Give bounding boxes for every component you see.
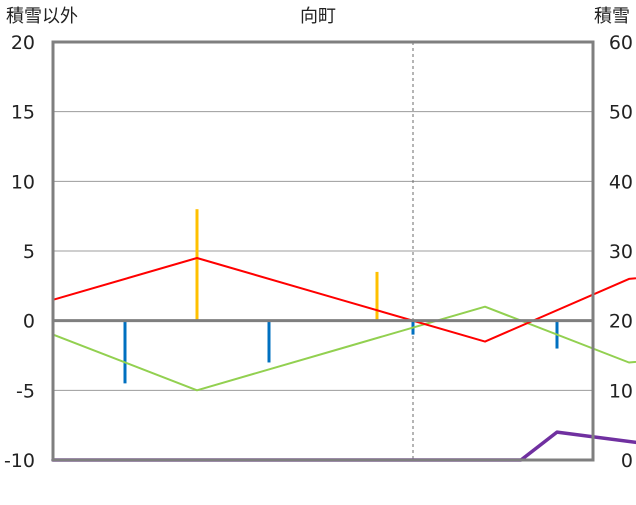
y-right-tick-label: 20 bbox=[609, 311, 633, 333]
precip-bar bbox=[196, 209, 199, 320]
y-right-tick-label: 40 bbox=[609, 171, 633, 193]
grid-layer bbox=[53, 42, 593, 460]
axis-layer: 20151050-5-10605040302010030369121518212… bbox=[4, 32, 636, 493]
left-axis-title: 積雪以外 bbox=[6, 6, 78, 27]
y-right-tick-label: 60 bbox=[609, 32, 633, 54]
snowfall-bar bbox=[124, 321, 127, 384]
y-left-tick-label: 20 bbox=[11, 32, 35, 54]
snowfall-bar bbox=[268, 321, 271, 363]
y-left-tick-label: 15 bbox=[11, 102, 35, 124]
lines-layer bbox=[53, 70, 636, 460]
right-axis-title: 積雪 bbox=[594, 6, 630, 27]
y-left-tick-label: 5 bbox=[23, 241, 35, 263]
y-left-tick-label: -10 bbox=[4, 450, 35, 472]
snow_depth-line bbox=[53, 70, 636, 460]
y-right-tick-label: 0 bbox=[621, 450, 633, 472]
y-right-tick-label: 10 bbox=[609, 380, 633, 402]
y-left-tick-label: -5 bbox=[16, 380, 35, 402]
y-right-tick-label: 30 bbox=[609, 241, 633, 263]
y-left-tick-label: 0 bbox=[23, 311, 35, 333]
wind-line bbox=[53, 293, 636, 405]
temp-line bbox=[53, 167, 636, 418]
precip-bar bbox=[376, 272, 379, 321]
y-right-tick-label: 50 bbox=[609, 102, 633, 124]
y-left-tick-label: 10 bbox=[11, 171, 35, 193]
chart-title: 向町 bbox=[300, 6, 336, 27]
bars-layer bbox=[124, 181, 636, 397]
